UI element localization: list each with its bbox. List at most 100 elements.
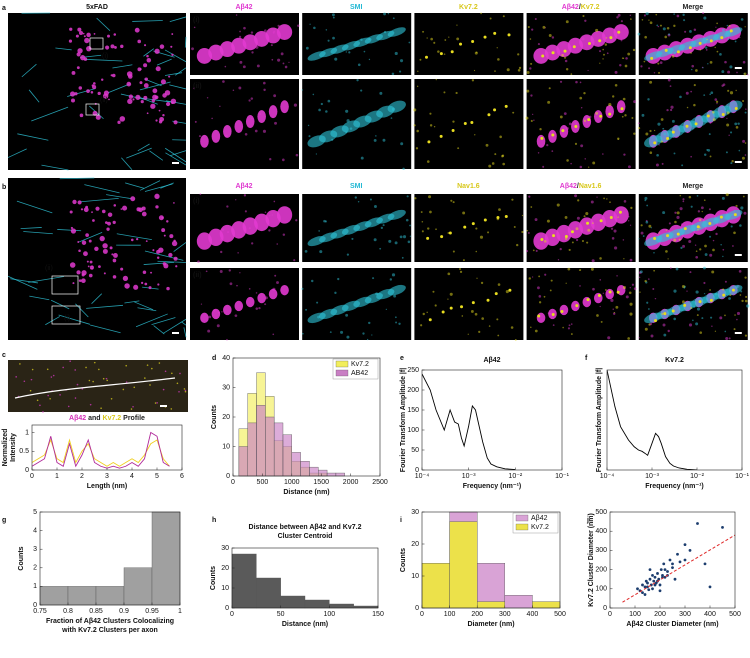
plaque	[71, 71, 76, 75]
speckle	[531, 276, 534, 278]
speckle	[645, 12, 649, 16]
cluster	[276, 24, 293, 41]
x-tick-label: 10⁻²	[690, 473, 704, 480]
speckle	[628, 291, 632, 295]
speckle	[239, 272, 241, 274]
speckle	[548, 87, 551, 90]
speckle	[200, 303, 203, 305]
plaque	[78, 249, 81, 253]
speckle	[197, 260, 200, 263]
speckle	[543, 295, 546, 298]
speckle	[208, 315, 212, 319]
speckle	[406, 195, 409, 198]
speckle	[387, 12, 390, 15]
plaque	[168, 252, 173, 258]
x-tick-label: 200	[471, 611, 483, 618]
cluster	[698, 41, 702, 45]
panel-letter: h	[212, 517, 216, 524]
y-tick-label: 500	[595, 509, 607, 516]
speckle	[637, 127, 641, 130]
cluster	[439, 134, 443, 138]
speckle	[435, 228, 437, 231]
speckle	[366, 338, 369, 341]
cluster	[494, 292, 498, 296]
speckle	[528, 195, 531, 198]
axon	[79, 197, 119, 203]
speckle	[205, 270, 208, 273]
speckle	[467, 333, 469, 335]
cluster	[556, 224, 572, 243]
legend-label: Aβ42	[531, 515, 548, 522]
plaque	[159, 44, 165, 49]
speckle	[629, 258, 633, 262]
cluster	[605, 288, 615, 300]
plaque	[113, 33, 117, 36]
speckle	[184, 390, 187, 393]
micrograph	[190, 268, 299, 340]
cluster	[504, 214, 508, 218]
histogram-bar	[282, 434, 293, 477]
speckle	[653, 72, 656, 74]
speckle	[656, 24, 659, 27]
speckle	[158, 362, 161, 364]
speckle	[242, 65, 246, 69]
histogram-bar	[256, 405, 266, 477]
speckle	[447, 272, 451, 276]
speckle	[686, 290, 688, 292]
plaque	[155, 205, 159, 209]
speckle	[653, 129, 656, 132]
speckle	[530, 206, 533, 208]
plaque	[171, 33, 174, 35]
cluster	[533, 47, 549, 64]
speckle	[280, 52, 284, 56]
axon	[387, 100, 406, 113]
speckle	[530, 62, 533, 65]
cluster	[219, 224, 235, 243]
speckle	[579, 81, 582, 84]
speckle	[69, 360, 71, 363]
speckle	[733, 231, 736, 235]
cluster	[731, 288, 735, 292]
speckle	[728, 134, 730, 136]
cluster	[676, 232, 680, 236]
x-tick-label: 0.75	[33, 608, 47, 615]
speckle	[586, 241, 589, 244]
speckle	[653, 269, 656, 272]
plaque	[128, 94, 134, 99]
speckle	[517, 53, 520, 56]
speckle	[232, 89, 235, 92]
y-tick-label: 50	[411, 447, 419, 454]
speckle	[302, 332, 304, 335]
speckle	[682, 198, 685, 201]
scatter-point	[641, 591, 644, 595]
speckle	[539, 128, 542, 131]
speckle	[743, 211, 747, 215]
cluster	[471, 39, 475, 43]
cluster	[676, 50, 680, 54]
speckle	[570, 162, 572, 165]
x-tick-label: 400	[704, 611, 716, 618]
speckle	[164, 370, 167, 373]
speckle	[534, 218, 538, 222]
plaque	[162, 93, 167, 98]
plaque	[135, 94, 141, 100]
speckle	[433, 41, 436, 44]
roi-label: (ii)	[45, 265, 53, 272]
speckle	[435, 78, 437, 81]
speckle	[576, 216, 580, 220]
axon	[31, 106, 69, 122]
speckle	[716, 50, 719, 53]
cluster	[620, 107, 624, 111]
chart-title-part: and	[86, 415, 102, 422]
channel-header: Aβ42/Nav1.6	[560, 183, 602, 190]
speckle	[571, 241, 574, 244]
speckle	[620, 20, 623, 23]
cluster	[567, 37, 584, 54]
speckle	[613, 311, 616, 314]
speckle	[595, 28, 599, 32]
speckle	[728, 24, 731, 27]
speckle	[429, 124, 433, 127]
speckle	[649, 80, 653, 84]
cluster	[602, 27, 618, 44]
plaque	[169, 234, 174, 239]
